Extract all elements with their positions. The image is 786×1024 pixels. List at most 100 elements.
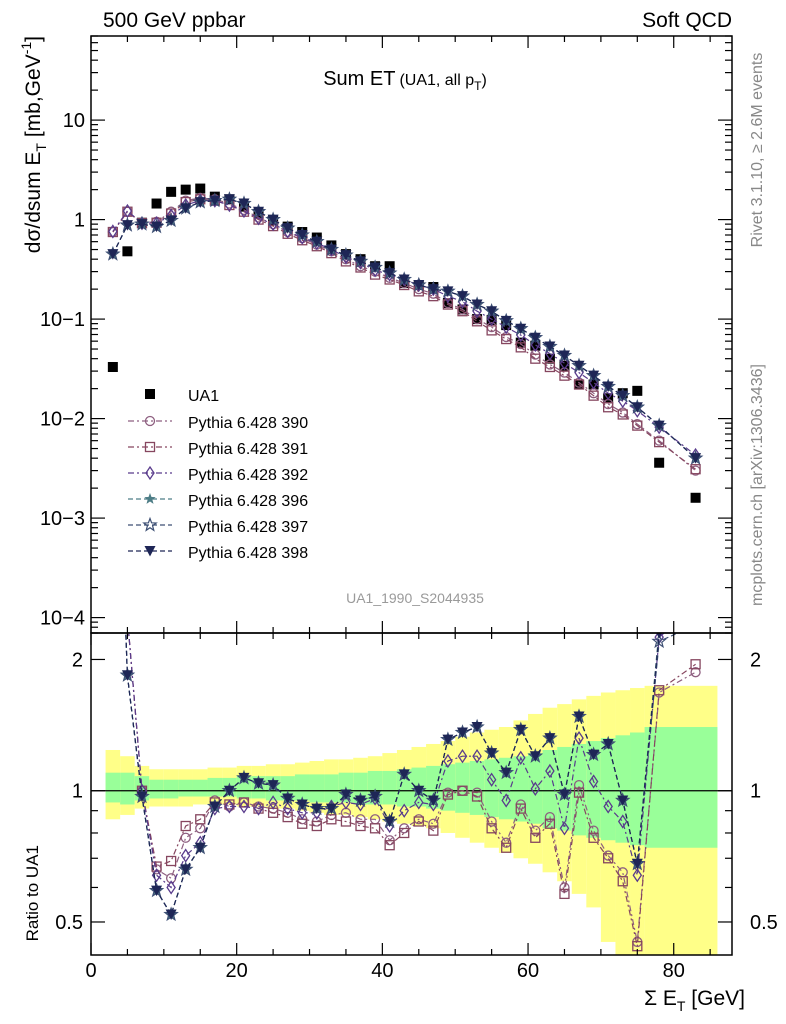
ratio-point: [486, 772, 497, 787]
ratio-point: [588, 825, 599, 836]
ratio-point: [413, 785, 425, 797]
inner-band-segment: [163, 779, 179, 799]
inner-band-segment: [149, 779, 164, 799]
data-point: [631, 402, 643, 413]
data-point: [559, 356, 570, 371]
data-point: [515, 323, 527, 335]
ratio-series-pythia-398: [121, 633, 663, 921]
ratio-point: [151, 885, 163, 897]
ratio-point: [194, 842, 206, 854]
ratio-point: [108, 201, 117, 210]
data-point: [588, 370, 600, 382]
legend-label: Pythia 6.428 392: [188, 467, 308, 484]
data-point: [690, 492, 701, 503]
ratio-point: [107, 285, 119, 296]
ratio-point: [573, 787, 585, 798]
ratio-point: [107, 285, 119, 297]
data-point: [194, 197, 206, 208]
data-point: [559, 360, 570, 371]
ratio-point: [369, 791, 381, 802]
data-point: [632, 420, 643, 431]
ratio-point: [195, 814, 206, 825]
inner-band-segment: [484, 759, 499, 818]
legend-entry: Pythia 6.428 396: [128, 493, 308, 510]
data-point: [427, 284, 439, 295]
data-point: [617, 409, 628, 420]
data-point: [151, 221, 163, 233]
data-point: [195, 183, 206, 194]
ratio-point: [656, 633, 663, 639]
ratio-point: [690, 659, 701, 670]
data-point: [529, 332, 541, 344]
analysis-id-label: UA1_1990_S2044935: [346, 590, 484, 606]
ratio-point: [442, 734, 454, 746]
ratio-point: [109, 199, 117, 211]
data-point: [442, 286, 454, 297]
ratio-point: [544, 733, 556, 744]
ratio-point: [530, 825, 541, 836]
x-axis-label: Σ ET [GeV]: [644, 987, 745, 1014]
legend-label: Pythia 6.428 398: [188, 545, 308, 562]
ratio-point: [267, 780, 279, 791]
ratio-point: [559, 821, 570, 836]
ratio-point: [384, 840, 395, 851]
header-right-label: Soft QCD: [642, 9, 732, 32]
ratio-point: [340, 816, 352, 827]
ratio-point: [690, 667, 701, 678]
ratio-point: [442, 789, 454, 800]
legend-marker: [144, 415, 156, 427]
ratio-point: [602, 738, 614, 750]
ratio-point: [180, 864, 192, 875]
ratio-point: [632, 868, 643, 883]
ratio-tick-label-left: 2: [72, 649, 83, 671]
ratio-point: [355, 820, 366, 832]
ratio-point: [297, 805, 308, 820]
legend-marker: [144, 546, 156, 557]
ratio-panel-series: [107, 199, 701, 952]
data-point: [223, 194, 235, 205]
ratio-point: [530, 832, 541, 843]
main-y-tick-labels: 10 1 10−1 10−2 10−3 10−4: [40, 110, 85, 630]
ratio-point: [457, 749, 468, 764]
data-point: [136, 219, 148, 230]
legend-label: Pythia 6.428 396: [188, 493, 308, 510]
data-point: [325, 244, 337, 256]
main-panel-series: [105, 183, 704, 503]
main-y-axis-label: dσ/dsum ET [mb,GeV-1]: [18, 36, 49, 253]
ratio-point: [253, 778, 265, 789]
y-tick-label: 10: [63, 110, 85, 132]
data-point: [107, 361, 118, 372]
ratio-panel-frame: [90, 632, 733, 956]
legend-marker: [144, 493, 156, 504]
inner-band-segment: [105, 772, 121, 803]
ratio-point: [500, 767, 512, 779]
data-point: [108, 224, 118, 239]
data-point: [530, 353, 541, 364]
ratio-point: [282, 811, 293, 823]
ratio-point: [414, 795, 424, 810]
legend-label: Pythia 6.428 397: [188, 519, 308, 536]
ratio-point: [165, 855, 177, 867]
ratio-point: [151, 861, 162, 872]
header-left-label: 500 GeV ppbar: [103, 9, 245, 32]
data-point: [558, 350, 570, 362]
legend: UA1 Pythia 6.428 390 Pythia 6.428 391 Py…: [128, 388, 308, 562]
data-point: [253, 206, 265, 218]
ratio-point: [296, 799, 308, 810]
data-point: [209, 195, 221, 207]
data-point: [107, 249, 119, 260]
ratio-point: [472, 749, 482, 764]
ratio-point: [456, 727, 468, 738]
data-point: [588, 379, 599, 390]
data-point: [413, 280, 425, 291]
data-point: [165, 215, 177, 226]
ratio-point: [428, 825, 439, 836]
data-point: [559, 370, 570, 381]
inner-band-segment: [382, 770, 397, 805]
ratio-point: [136, 791, 148, 802]
ratio-point: [471, 791, 483, 802]
data-point: [632, 385, 643, 396]
ratio-point: [486, 823, 497, 834]
y-tick-label: 10−1: [40, 309, 85, 331]
ratio-point: [369, 823, 381, 834]
